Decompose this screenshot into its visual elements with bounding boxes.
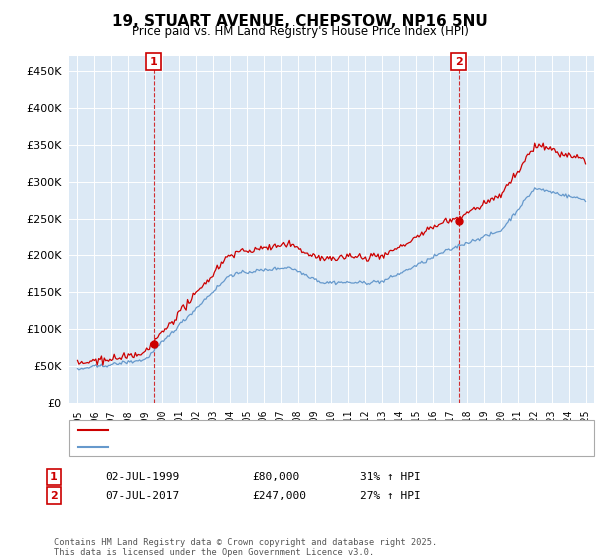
Text: £80,000: £80,000: [252, 472, 299, 482]
Text: 19, STUART AVENUE, CHEPSTOW, NP16 5NU (semi-detached house): 19, STUART AVENUE, CHEPSTOW, NP16 5NU (s…: [114, 425, 468, 435]
Text: Contains HM Land Registry data © Crown copyright and database right 2025.
This d: Contains HM Land Registry data © Crown c…: [54, 538, 437, 557]
Text: 2: 2: [455, 57, 463, 67]
Text: 31% ↑ HPI: 31% ↑ HPI: [360, 472, 421, 482]
Text: 1: 1: [150, 57, 158, 67]
Text: Price paid vs. HM Land Registry's House Price Index (HPI): Price paid vs. HM Land Registry's House …: [131, 25, 469, 38]
Text: 1: 1: [50, 472, 58, 482]
Text: £247,000: £247,000: [252, 491, 306, 501]
Text: 2: 2: [50, 491, 58, 501]
Text: 07-JUL-2017: 07-JUL-2017: [105, 491, 179, 501]
Text: 27% ↑ HPI: 27% ↑ HPI: [360, 491, 421, 501]
Text: HPI: Average price, semi-detached house, Monmouthshire: HPI: Average price, semi-detached house,…: [114, 442, 438, 452]
Text: 02-JUL-1999: 02-JUL-1999: [105, 472, 179, 482]
Text: 19, STUART AVENUE, CHEPSTOW, NP16 5NU: 19, STUART AVENUE, CHEPSTOW, NP16 5NU: [112, 14, 488, 29]
